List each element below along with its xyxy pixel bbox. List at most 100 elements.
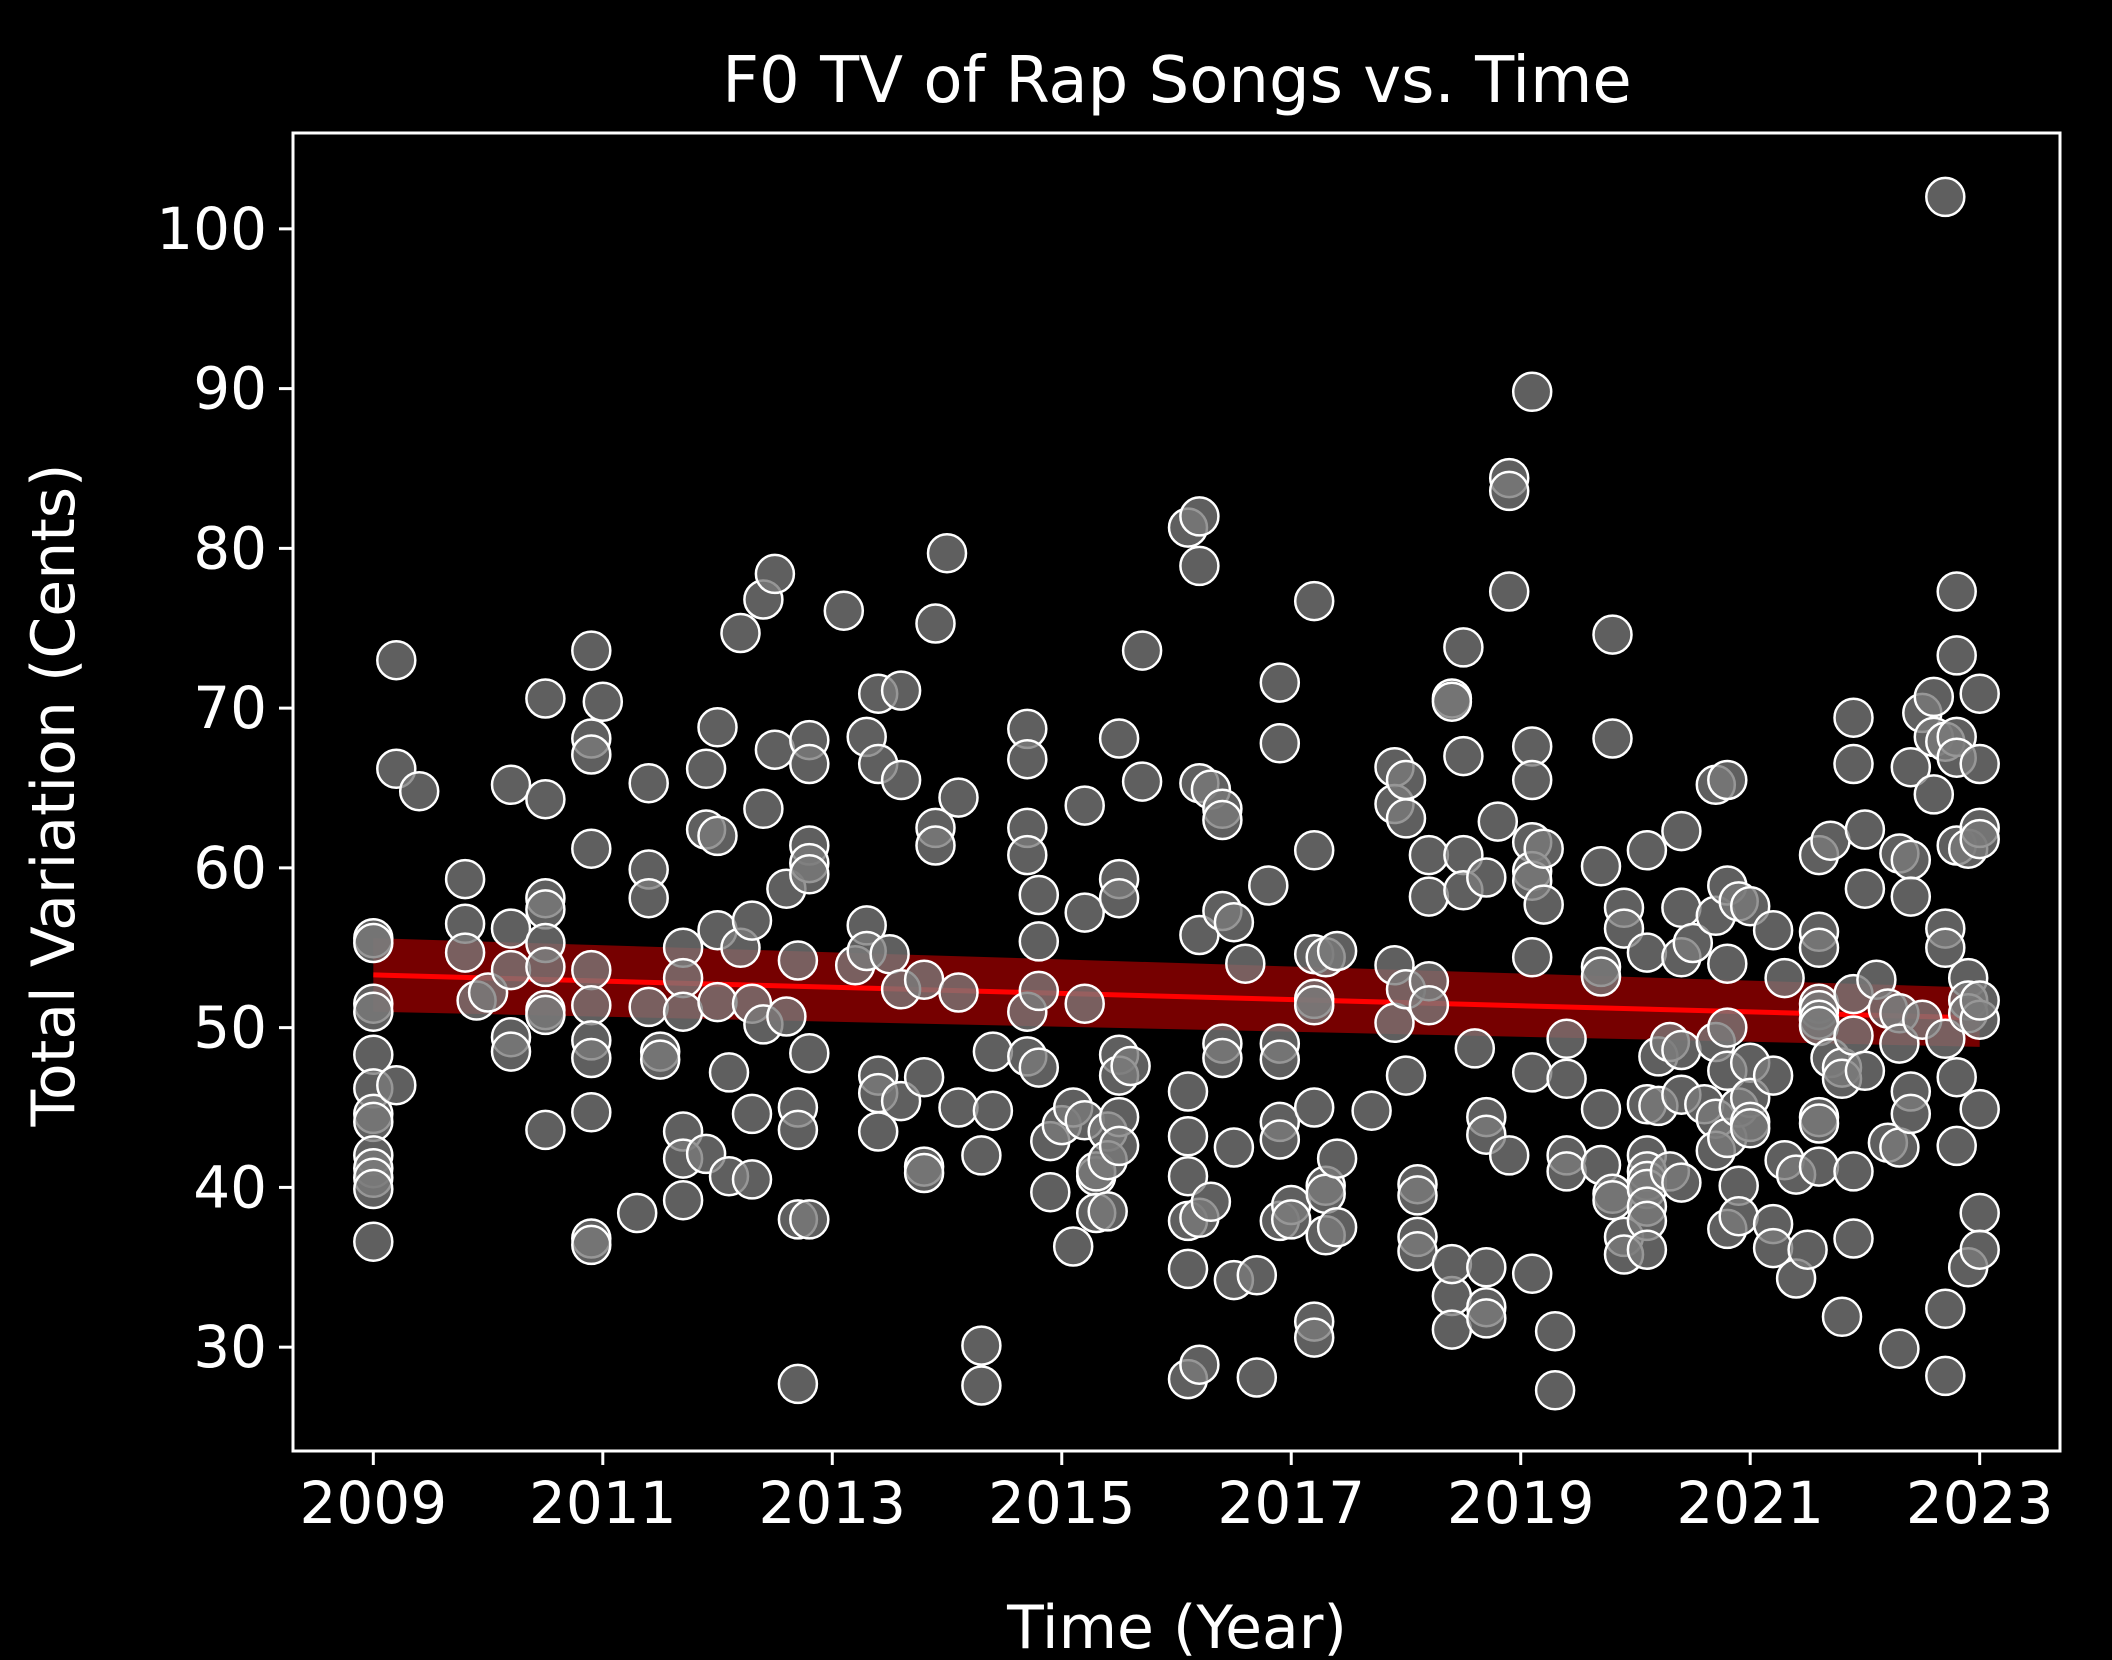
data-point <box>1707 1007 1748 1048</box>
data-point <box>1925 927 1966 969</box>
data-point <box>1523 884 1564 925</box>
data-point <box>1626 932 1668 973</box>
data-point <box>1007 834 1048 876</box>
data-point <box>1098 1125 1140 1167</box>
y-axis: 30 40 50 60 70 80 90 100 <box>156 195 293 1381</box>
data-point <box>1431 1243 1473 1285</box>
data-point <box>926 532 968 574</box>
data-point <box>1351 1090 1392 1131</box>
data-point <box>490 908 532 949</box>
data-point <box>1121 761 1163 802</box>
data-point <box>1913 774 1955 815</box>
data-point <box>731 1159 773 1200</box>
data-point <box>1316 1207 1358 1248</box>
data-point <box>823 590 865 631</box>
data-points <box>353 176 2000 1411</box>
data-point <box>444 858 486 900</box>
data-point <box>1534 1370 1576 1411</box>
data-point <box>1305 1173 1346 1215</box>
data-point <box>961 1135 1002 1176</box>
data-point <box>1018 921 1060 962</box>
data-point <box>1488 571 1530 612</box>
data-point <box>1385 1055 1427 1096</box>
data-point <box>720 612 761 654</box>
data-point <box>571 1092 612 1133</box>
data-point <box>1672 922 1714 964</box>
data-point <box>1408 985 1450 1026</box>
data-point <box>662 1179 704 1221</box>
data-point <box>1316 1138 1358 1179</box>
data-point <box>1925 176 1966 218</box>
data-point <box>1890 876 1932 917</box>
data-point <box>1925 1288 1966 1330</box>
data-point <box>777 1363 819 1405</box>
data-point <box>1443 735 1484 777</box>
data-point <box>789 1032 830 1074</box>
data-point <box>1959 1229 2000 1270</box>
data-point <box>1626 1229 1668 1270</box>
data-point <box>1959 743 2000 785</box>
data-point <box>1707 759 1748 801</box>
data-point <box>1879 1328 1920 1370</box>
data-point <box>1787 1229 1828 1270</box>
data-point <box>685 748 727 790</box>
data-point <box>571 828 612 869</box>
data-point <box>1661 810 1702 852</box>
data-point <box>1236 1357 1278 1398</box>
data-point <box>1466 857 1507 898</box>
data-point <box>1064 892 1105 933</box>
trend-line-layer <box>373 972 1980 1021</box>
y-tick-label: 100 <box>156 195 267 263</box>
data-point <box>376 639 417 681</box>
data-point <box>1397 1231 1438 1272</box>
data-point <box>972 1031 1014 1072</box>
data-point <box>1167 1248 1209 1290</box>
data-point <box>1488 1135 1530 1176</box>
data-point <box>1259 723 1301 764</box>
data-point <box>1833 743 1874 785</box>
data-point <box>938 777 979 818</box>
data-point <box>662 957 704 999</box>
data-point <box>1052 1226 1094 1267</box>
data-point <box>1167 1155 1209 1197</box>
data-point <box>1959 980 2000 1021</box>
data-point <box>1546 1151 1587 1192</box>
data-point <box>571 734 612 775</box>
data-point <box>1018 970 1060 1012</box>
data-point <box>1821 1296 1863 1338</box>
data-point <box>1202 799 1243 841</box>
data-point <box>1833 1218 1874 1259</box>
data-point <box>1752 1055 1794 1096</box>
data-point <box>789 854 830 895</box>
data-point <box>571 985 612 1026</box>
data-point <box>1925 1018 1966 1060</box>
data-point <box>1511 1253 1553 1294</box>
data-point <box>1729 1108 1771 1149</box>
data-point <box>1890 839 1932 881</box>
data-point <box>628 762 669 804</box>
data-point <box>1466 1298 1507 1339</box>
data-point <box>1661 887 1702 929</box>
x-tick-label: 2009 <box>300 1469 448 1537</box>
data-point <box>1959 818 2000 860</box>
data-point <box>1259 662 1301 703</box>
data-point <box>1064 983 1105 1024</box>
data-point <box>915 603 956 644</box>
data-point <box>1523 828 1564 869</box>
data-point <box>582 681 624 722</box>
data-point <box>1098 718 1140 759</box>
data-point <box>731 1093 773 1135</box>
y-axis-label: Total Variation (Cents) <box>19 464 89 1128</box>
data-point <box>1718 1195 1759 1237</box>
data-point <box>1959 1192 2000 1234</box>
data-point <box>1844 809 1886 850</box>
data-point <box>1259 1039 1301 1080</box>
data-point <box>1511 759 1553 801</box>
data-point <box>1408 834 1450 876</box>
data-point <box>972 1090 1014 1131</box>
data-point <box>444 932 486 973</box>
data-point <box>869 933 910 975</box>
chart-title: F0 TV of Rap Songs vs. Time <box>722 44 1632 118</box>
data-point <box>525 1109 566 1151</box>
